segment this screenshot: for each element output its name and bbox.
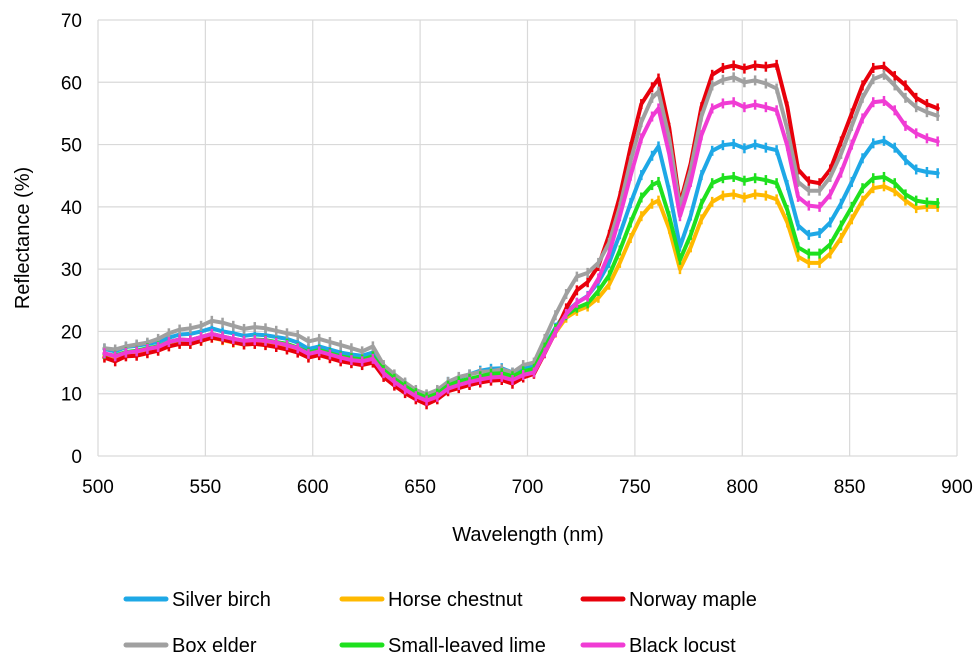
x-tick-label: 500 (82, 477, 114, 498)
legend-label: Horse chestnut (388, 589, 523, 611)
y-tick-label: 20 (61, 322, 82, 343)
legend-label: Norway maple (629, 589, 757, 611)
series-silver-birch (102, 135, 940, 401)
legend-label: Box elder (172, 635, 257, 657)
series-line (102, 99, 940, 403)
x-tick-label: 850 (834, 477, 866, 498)
y-tick-label: 40 (61, 198, 82, 219)
legend-label: Silver birch (172, 589, 271, 611)
y-tick-label: 10 (61, 385, 82, 406)
legend-item: Norway maple (580, 589, 757, 611)
legend-label: Small-leaved lime (388, 635, 546, 657)
legend-item: Black locust (580, 635, 736, 657)
y-tick-label: 70 (61, 11, 82, 32)
y-tick-label: 0 (71, 447, 82, 468)
legend: Silver birch Horse chestnut Norway maple Bo… (123, 589, 757, 657)
y-tick-label: 60 (61, 73, 82, 94)
x-tick-label: 900 (941, 477, 973, 498)
series-black-locust (102, 95, 940, 406)
legend-item: Box elder (123, 635, 257, 657)
x-tick-label: 700 (512, 477, 544, 498)
x-tick-label: 600 (297, 477, 329, 498)
y-axis-label: Reflectance (%) (12, 167, 34, 309)
legend-label: Black locust (629, 635, 736, 657)
y-tick-label: 30 (61, 260, 82, 281)
tick-labels: 0 10 20 30 40 50 60 70 500 550 600 650 700 750 800 850 9… (61, 11, 973, 498)
series-line (102, 138, 940, 398)
grid-lines (97, 19, 958, 457)
x-axis-label: Wavelength (nm) (452, 524, 604, 546)
legend-item: Small-leaved lime (339, 635, 546, 657)
series-box-elder (102, 69, 940, 400)
series-layer (102, 59, 940, 410)
y-tick-label: 50 (61, 136, 82, 157)
legend-item: Horse chestnut (339, 589, 523, 611)
x-tick-label: 800 (726, 477, 758, 498)
x-tick-label: 550 (190, 477, 222, 498)
legend-item: Silver birch (123, 589, 271, 611)
x-tick-label: 750 (619, 477, 651, 498)
x-tick-label: 650 (404, 477, 436, 498)
